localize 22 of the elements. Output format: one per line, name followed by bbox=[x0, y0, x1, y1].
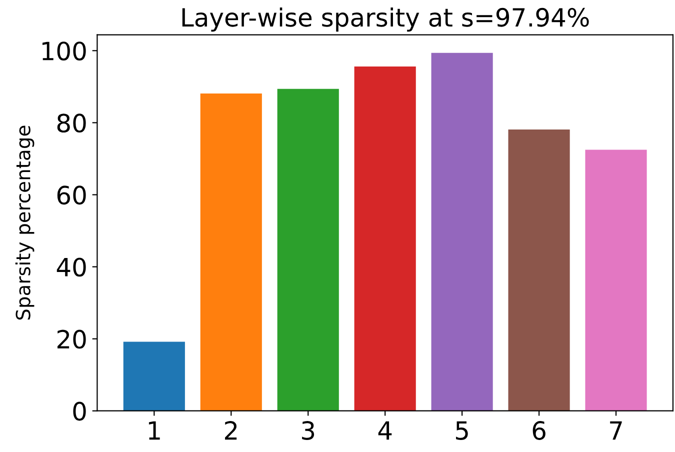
x-tick-label: 1 bbox=[148, 421, 160, 440]
x-tick-label: 4 bbox=[378, 421, 392, 440]
x-tick-label: 7 bbox=[610, 421, 622, 440]
y-tick-label: 40 bbox=[56, 258, 86, 277]
x-tick-label: 2 bbox=[225, 421, 237, 440]
y-tick-label: 0 bbox=[73, 402, 86, 421]
bar bbox=[200, 94, 262, 411]
y-tick-label: 20 bbox=[57, 330, 86, 349]
bar bbox=[354, 66, 416, 411]
y-tick-label: 100 bbox=[42, 42, 86, 61]
x-tick-label: 3 bbox=[302, 421, 314, 440]
bar bbox=[277, 88, 339, 411]
y-tick-label: 60 bbox=[57, 186, 86, 205]
x-tick-label: 6 bbox=[532, 421, 546, 440]
bar bbox=[508, 130, 570, 411]
bar bbox=[585, 150, 647, 411]
bar bbox=[123, 342, 185, 411]
chart-title: Layer-wise sparsity at s=97.94% bbox=[182, 7, 589, 32]
y-tick-label: 80 bbox=[57, 114, 86, 133]
bar bbox=[431, 52, 493, 411]
y-axis-title: Sparsity percentage bbox=[15, 126, 34, 320]
x-tick-label: 5 bbox=[456, 421, 468, 440]
